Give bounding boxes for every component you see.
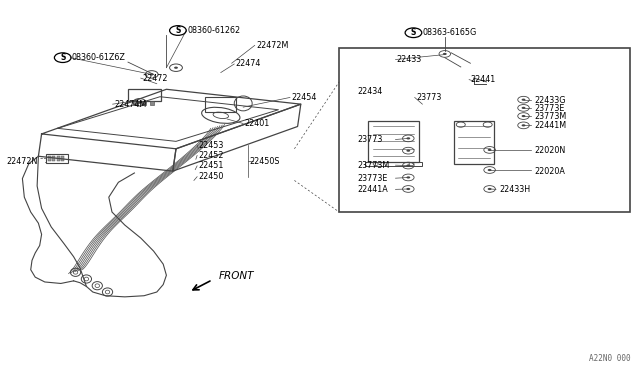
Circle shape xyxy=(406,188,410,190)
Bar xyxy=(46,154,68,163)
Bar xyxy=(368,121,419,162)
Text: 22441: 22441 xyxy=(470,76,495,84)
Text: 23773: 23773 xyxy=(357,135,383,144)
Text: 08360-61262: 08360-61262 xyxy=(188,26,241,35)
Text: S: S xyxy=(411,28,416,37)
Bar xyxy=(48,156,51,161)
Text: 22472N: 22472N xyxy=(6,157,38,166)
Circle shape xyxy=(522,107,525,109)
Circle shape xyxy=(138,101,141,103)
Text: 22020N: 22020N xyxy=(534,146,566,155)
Text: 23773E: 23773E xyxy=(357,174,387,183)
Circle shape xyxy=(406,164,410,167)
Bar xyxy=(133,101,138,105)
Bar xyxy=(150,101,154,105)
Text: 23773: 23773 xyxy=(416,93,442,102)
Text: 22454: 22454 xyxy=(291,93,317,102)
Text: 22434: 22434 xyxy=(357,87,382,96)
Text: 22472: 22472 xyxy=(142,74,168,83)
Circle shape xyxy=(522,124,525,126)
Text: A22N0 000: A22N0 000 xyxy=(589,354,630,363)
Text: 22450: 22450 xyxy=(198,172,224,181)
Text: 22474: 22474 xyxy=(236,60,261,68)
Text: 23773E: 23773E xyxy=(534,104,564,113)
Text: 22433H: 22433H xyxy=(499,185,531,194)
Circle shape xyxy=(522,99,525,101)
Circle shape xyxy=(174,67,178,69)
Bar xyxy=(57,156,60,161)
Text: FRONT: FRONT xyxy=(219,271,254,281)
Text: 22441M: 22441M xyxy=(534,121,566,130)
Text: S: S xyxy=(60,53,65,62)
Bar xyxy=(339,48,630,212)
Bar xyxy=(205,97,236,112)
Circle shape xyxy=(150,73,154,76)
Text: 22401: 22401 xyxy=(244,119,269,128)
Circle shape xyxy=(522,115,525,117)
Text: S: S xyxy=(175,26,180,35)
Circle shape xyxy=(488,149,492,151)
Text: 22452: 22452 xyxy=(198,151,224,160)
Text: 22472M: 22472M xyxy=(256,41,289,50)
Circle shape xyxy=(406,137,410,140)
Text: 23773M: 23773M xyxy=(534,112,566,121)
Circle shape xyxy=(406,150,410,152)
Text: 22433G: 22433G xyxy=(534,96,566,105)
Bar xyxy=(128,89,161,101)
Text: 08363-6165G: 08363-6165G xyxy=(422,28,477,37)
Text: 22441A: 22441A xyxy=(357,185,388,194)
Text: 22020A: 22020A xyxy=(534,167,565,176)
Bar xyxy=(365,162,422,166)
Text: 23773M: 23773M xyxy=(357,161,389,170)
Bar xyxy=(52,156,55,161)
Circle shape xyxy=(443,53,447,55)
Circle shape xyxy=(488,188,492,190)
Text: 08360-61Z6Z: 08360-61Z6Z xyxy=(72,53,125,62)
Text: 22433: 22433 xyxy=(397,55,422,64)
Circle shape xyxy=(406,176,410,179)
Text: 22451: 22451 xyxy=(198,161,224,170)
Text: 22453: 22453 xyxy=(198,141,224,150)
Circle shape xyxy=(488,169,492,171)
Bar xyxy=(454,121,494,164)
Text: 22450S: 22450S xyxy=(250,157,280,166)
Text: 22474M: 22474M xyxy=(114,100,146,109)
Bar xyxy=(141,101,146,105)
Bar xyxy=(61,156,64,161)
